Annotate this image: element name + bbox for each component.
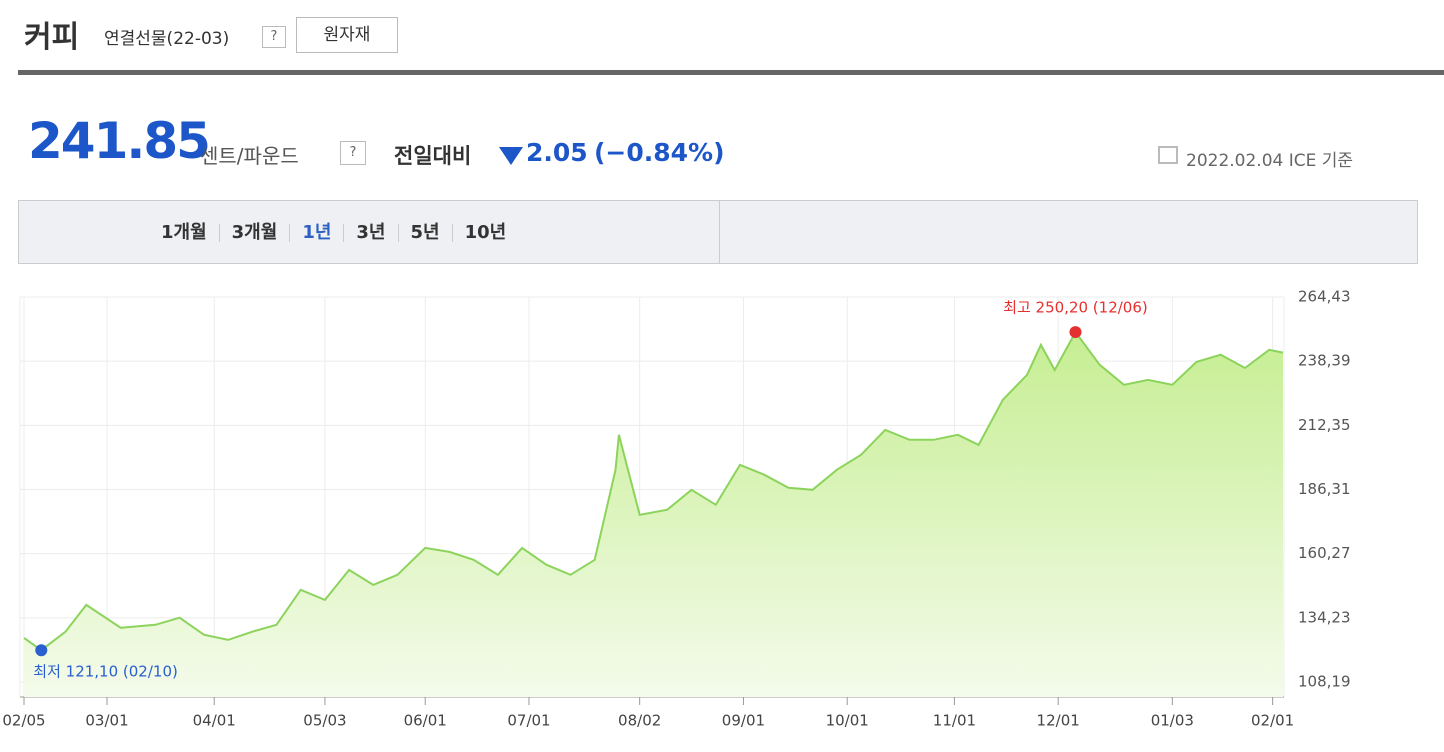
tab-divider bbox=[719, 201, 720, 263]
x-tick-label: 02/05 bbox=[2, 712, 45, 730]
x-tick-label: 04/01 bbox=[193, 712, 236, 730]
period-tab[interactable]: 3개월 bbox=[220, 224, 291, 242]
y-tick-label: 134,23 bbox=[1298, 608, 1351, 626]
y-tick-label: 186,31 bbox=[1298, 480, 1351, 498]
x-tick-label: 01/03 bbox=[1151, 712, 1194, 730]
low-point bbox=[35, 644, 48, 657]
high-point bbox=[1069, 326, 1082, 339]
date: 2022.02.04 ICE 기준 bbox=[1186, 151, 1354, 171]
y-tick-label: 264,43 bbox=[1298, 288, 1351, 306]
down-arrow bbox=[499, 147, 523, 165]
tabs: 1개월 3개월 1년 3년 5년 10년 bbox=[149, 223, 518, 242]
y-tick-label: 238,39 bbox=[1298, 352, 1351, 370]
change: 2.05 bbox=[526, 138, 588, 167]
period-tab[interactable]: 1개월 bbox=[149, 224, 220, 242]
price: 241.85 bbox=[28, 112, 211, 170]
help-icon[interactable]: ? bbox=[262, 26, 286, 48]
title: 커피 bbox=[24, 20, 80, 55]
period-tab[interactable]: 10년 bbox=[464, 222, 507, 243]
tab-bar: 1개월 3개월 1년 3년 5년 10년 bbox=[18, 200, 1418, 264]
divider bbox=[18, 70, 1444, 75]
x-tick-label: 07/01 bbox=[507, 712, 550, 730]
period-tab[interactable]: 3년 bbox=[344, 224, 399, 242]
x-tick-label: 03/01 bbox=[85, 712, 128, 730]
high-label: 최고 250,20 (12/06) bbox=[1003, 299, 1148, 317]
x-tick-label: 10/01 bbox=[826, 712, 869, 730]
x-tick-label: 09/01 bbox=[722, 712, 765, 730]
area bbox=[24, 332, 1283, 697]
x-tick-label: 12/01 bbox=[1037, 712, 1080, 730]
unit: 센트/파운드 bbox=[200, 144, 299, 168]
y-tick-label: 212,35 bbox=[1298, 416, 1351, 434]
change-pct: (−0.84%) bbox=[594, 138, 725, 167]
help-icon[interactable]: ? bbox=[340, 141, 366, 165]
change-label: 전일대비 bbox=[394, 144, 472, 168]
subtitle: 연결선물(22-03) bbox=[104, 29, 230, 49]
x-tick-label: 08/02 bbox=[618, 712, 661, 730]
x-tick-label: 02/01 bbox=[1251, 712, 1294, 730]
commodity-button[interactable]: 원자재 bbox=[296, 17, 398, 53]
x-tick-label: 11/01 bbox=[933, 712, 976, 730]
period-tab[interactable]: 5년 bbox=[399, 224, 453, 242]
x-tick-label: 05/03 bbox=[303, 712, 346, 730]
y-tick-label: 108,19 bbox=[1298, 673, 1351, 691]
x-tick-label: 06/01 bbox=[404, 712, 447, 730]
doc-icon bbox=[1158, 146, 1178, 164]
low-label: 최저 121,10 (02/10) bbox=[33, 663, 178, 681]
y-tick-label: 160,27 bbox=[1298, 544, 1351, 562]
period-tab[interactable]: 1년 bbox=[290, 224, 345, 242]
